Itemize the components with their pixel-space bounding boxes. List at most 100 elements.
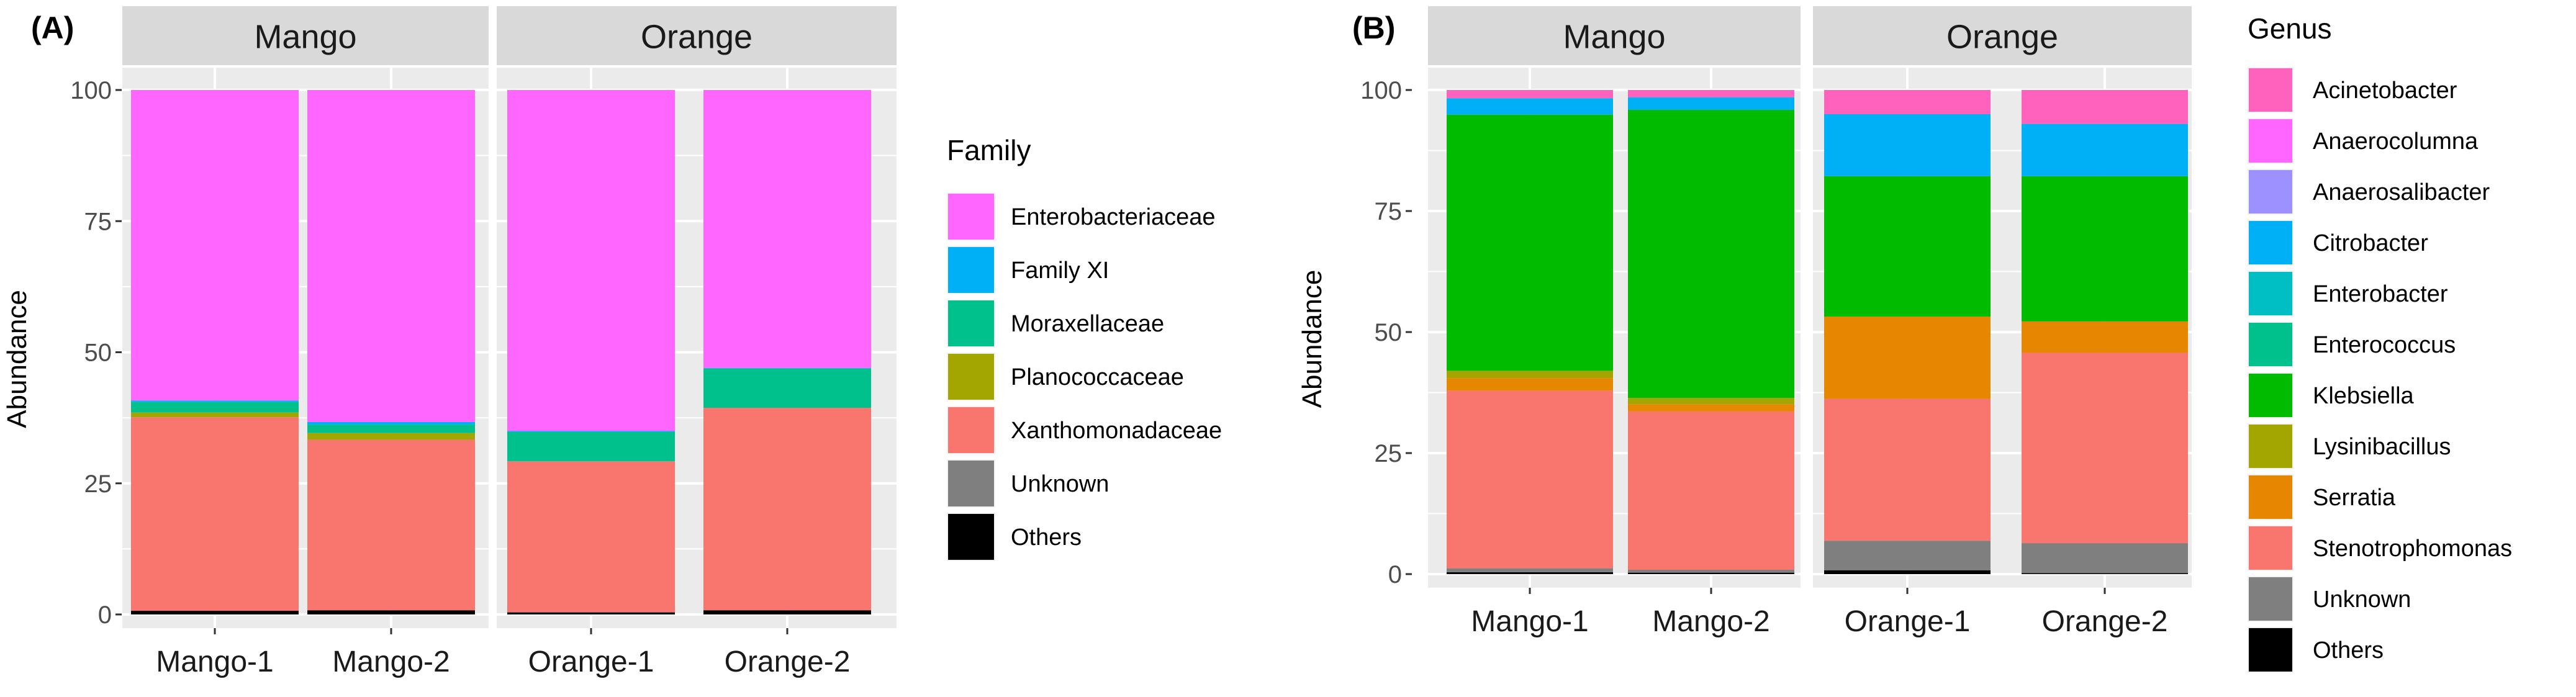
bar-segment-citrobacter: [2022, 124, 2188, 176]
panel-label: (B): [1352, 11, 1395, 45]
x-tick-label: Mango-2: [1652, 605, 1769, 638]
legend-swatch: [2249, 526, 2292, 570]
bar-segment-klebsiella: [1447, 114, 1613, 371]
bar-segment-citrobacter: [1628, 97, 1794, 110]
legend-title: Family: [947, 134, 1031, 166]
facet-strip-label: Orange: [641, 19, 752, 56]
legend-swatch: [948, 354, 994, 400]
legend-swatch: [2249, 68, 2292, 112]
legend-swatch: [948, 300, 994, 346]
legend-entry-label: Others: [1011, 524, 1082, 551]
legend-swatch: [948, 194, 994, 240]
bar-segment-unknown: [1824, 541, 1991, 570]
bar-segment-stenotrophomonas: [2022, 353, 2188, 544]
bar-segment-stenotrophomonas: [1628, 411, 1794, 570]
panel-b: (B) Abundance 0 25 50 75 100 Mango Mango-1 Mango-…: [1297, 6, 2512, 673]
bar-segment-xanthomonadaceae: [131, 417, 299, 611]
facet-strip-label: Orange: [1946, 19, 2058, 56]
bar-segment-moraxellaceae: [703, 368, 871, 408]
legend-entry-label: Others: [2313, 637, 2384, 663]
y-tick-label: 50: [84, 340, 112, 367]
legend-swatch: [948, 247, 994, 293]
bar-segment-klebsiella: [1628, 109, 1794, 398]
x-tick-label: Orange-1: [1845, 605, 1971, 638]
bar-segment-acinetobacter: [1824, 90, 1991, 114]
bar-segment-serratia: [1447, 378, 1613, 391]
legend-swatch: [2249, 221, 2292, 264]
legend-entry-label: Acinetobacter: [2313, 78, 2457, 104]
bar-segment-lysinibacillus: [1628, 398, 1794, 405]
x-tick-label: Orange-2: [725, 645, 851, 678]
bar-segment-stenotrophomonas: [1447, 390, 1613, 569]
bar-segment-family-xi: [507, 431, 675, 432]
y-tick-label: 0: [1388, 561, 1402, 588]
legend-entry-label: Citrobacter: [2313, 230, 2428, 256]
bar-segment-others: [1824, 570, 1991, 574]
bar-segment-others: [131, 611, 299, 614]
legend-swatch: [2249, 577, 2292, 621]
legend-swatch: [2249, 475, 2292, 519]
bar-segment-unknown: [1447, 568, 1613, 572]
facet-strip: [1428, 6, 1801, 65]
legend-entry-label: Anaerocolumna: [2313, 128, 2479, 155]
facet-strip: [122, 6, 489, 65]
bar-segment-unknown: [2022, 543, 2188, 573]
bar-segment-serratia: [1824, 317, 1991, 399]
bar-segment-enterobacteriaceae: [507, 90, 675, 431]
bar-segment-serratia: [2022, 321, 2188, 353]
bar-segment-others: [307, 610, 475, 614]
bar-segment-enterobacteriaceae: [307, 90, 475, 422]
legend-swatch: [2249, 374, 2292, 417]
legend-entry-label: Anaerosalibacter: [2313, 179, 2490, 205]
bar-segment-others: [2022, 573, 2188, 574]
bar-segment-xanthomonadaceae: [507, 461, 675, 613]
legend-swatch: [2249, 170, 2292, 214]
legend-swatch: [948, 461, 994, 506]
bar-segment-others: [507, 612, 675, 614]
bar-segment-planococcaceae: [307, 433, 475, 440]
legend-entry-label: Xanthomonadaceae: [1011, 418, 1222, 444]
legend-entry-label: Enterobacter: [2313, 281, 2448, 307]
legend-entry-label: Family XI: [1011, 258, 1109, 284]
legend-swatch: [2249, 272, 2292, 315]
legend-entry-label: Klebsiella: [2313, 383, 2415, 409]
x-tick-label: Mango-1: [156, 645, 273, 678]
y-tick-label: 75: [84, 208, 112, 235]
bar-segment-others: [1447, 572, 1613, 574]
bar-segment-moraxellaceae: [507, 431, 675, 462]
bar-segment-moraxellaceae: [307, 425, 475, 433]
legend-entry-label: Unknown: [2313, 587, 2411, 613]
bar-segment-acinetobacter: [1628, 90, 1794, 97]
y-tick-label: 0: [98, 601, 112, 629]
bar-segment-acinetobacter: [2022, 90, 2188, 124]
facet-strip: [1813, 6, 2192, 65]
facet-strip: [497, 6, 897, 65]
x-tick-label: Orange-2: [2042, 605, 2168, 638]
panel-a: (A) Abundance 0 25 50 75 100 Mango Mango-1 Mango-…: [2, 6, 1222, 678]
bar-segment-family-xi: [131, 400, 299, 402]
bar-segment-family-xi: [307, 421, 475, 425]
y-tick-label: 25: [84, 470, 112, 498]
bar-segment-enterobacteriaceae: [703, 90, 871, 368]
legend-entry-label: Enterobacteriaceae: [1011, 204, 1216, 230]
panel-label: (A): [31, 11, 74, 45]
x-tick-label: Mango-1: [1471, 605, 1588, 638]
bar-segment-lysinibacillus: [1447, 371, 1613, 379]
y-axis-title: Abundance: [1297, 270, 1327, 408]
bar-segment-others: [1628, 572, 1794, 574]
bar-segment-planococcaceae: [131, 412, 299, 418]
y-tick-label: 50: [1375, 319, 1403, 346]
legend-swatch: [948, 407, 994, 453]
facet-strip-label: Mango: [254, 19, 356, 56]
bar-segment-family-xi: [703, 367, 871, 369]
x-tick-label: Mango-2: [332, 645, 450, 678]
x-tick-label: Orange-1: [528, 645, 654, 678]
bar-segment-moraxellaceae: [131, 402, 299, 413]
legend-swatch: [948, 514, 994, 560]
legend-entry-label: Enterococcus: [2313, 332, 2456, 358]
facet-strip-label: Mango: [1563, 19, 1665, 56]
legend-swatch: [2249, 119, 2292, 163]
legend-title: Genus: [2248, 12, 2332, 45]
legend-entry-label: Stenotrophomonas: [2313, 536, 2512, 562]
